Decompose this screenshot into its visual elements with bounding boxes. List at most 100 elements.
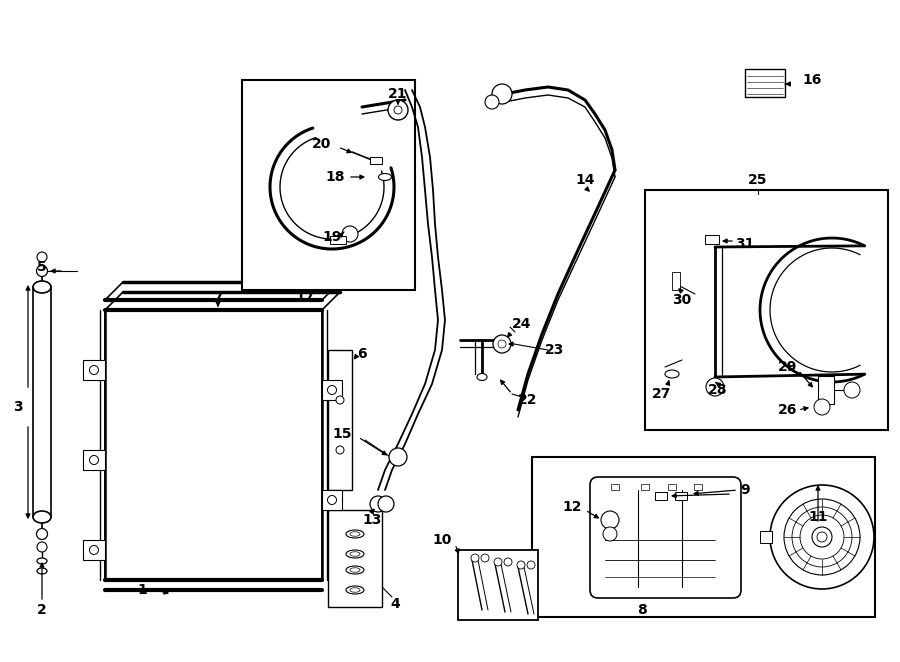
Circle shape	[37, 542, 47, 552]
Circle shape	[800, 515, 844, 559]
Text: 7: 7	[213, 290, 223, 304]
Circle shape	[814, 399, 830, 415]
Bar	[694, 484, 702, 490]
Circle shape	[493, 335, 511, 353]
Ellipse shape	[350, 568, 360, 572]
Ellipse shape	[37, 568, 47, 574]
Text: 31: 31	[735, 237, 755, 251]
Bar	[370, 157, 382, 164]
Text: 11: 11	[808, 510, 828, 524]
Circle shape	[328, 385, 337, 395]
Circle shape	[388, 100, 408, 120]
Bar	[83, 450, 105, 470]
Circle shape	[770, 485, 874, 589]
Bar	[328, 510, 382, 607]
Ellipse shape	[350, 588, 360, 592]
Bar	[83, 540, 105, 560]
Circle shape	[89, 455, 98, 465]
Bar	[532, 457, 875, 617]
Ellipse shape	[346, 550, 364, 558]
Circle shape	[336, 396, 344, 404]
Bar	[705, 235, 719, 244]
Text: 2: 2	[37, 603, 47, 617]
Circle shape	[37, 528, 48, 540]
Circle shape	[784, 499, 860, 575]
Ellipse shape	[346, 586, 364, 594]
Circle shape	[792, 507, 852, 567]
Circle shape	[378, 496, 394, 512]
Circle shape	[601, 511, 619, 529]
Circle shape	[706, 378, 724, 396]
Ellipse shape	[37, 558, 47, 564]
Bar	[83, 360, 105, 380]
Text: 15: 15	[332, 427, 352, 441]
Text: 10: 10	[432, 533, 452, 547]
Bar	[818, 376, 834, 404]
Text: 22: 22	[518, 393, 538, 407]
Circle shape	[389, 448, 407, 466]
Bar	[611, 484, 619, 490]
Circle shape	[603, 527, 617, 541]
Text: 27: 27	[652, 387, 671, 401]
Ellipse shape	[477, 373, 487, 381]
Ellipse shape	[665, 370, 679, 378]
Bar	[242, 80, 415, 290]
Bar	[330, 236, 346, 244]
Circle shape	[492, 84, 512, 104]
Circle shape	[342, 226, 358, 242]
Circle shape	[89, 545, 98, 555]
Circle shape	[494, 558, 502, 566]
Text: 4: 4	[390, 597, 400, 611]
Text: 20: 20	[312, 137, 332, 151]
Bar	[745, 69, 785, 97]
Circle shape	[89, 365, 98, 375]
Circle shape	[812, 527, 832, 547]
Ellipse shape	[346, 530, 364, 538]
Text: 8: 8	[637, 603, 647, 617]
Text: 30: 30	[672, 293, 691, 307]
Circle shape	[37, 252, 47, 262]
Bar	[322, 490, 342, 510]
Text: 13: 13	[363, 513, 382, 527]
Text: 29: 29	[778, 360, 797, 374]
Bar	[668, 484, 676, 490]
Ellipse shape	[379, 173, 392, 181]
Circle shape	[336, 446, 344, 454]
Circle shape	[37, 265, 48, 277]
Text: 6: 6	[357, 347, 367, 361]
Bar	[760, 531, 772, 543]
Text: 21: 21	[388, 87, 408, 101]
Circle shape	[498, 340, 506, 348]
Bar	[328, 350, 352, 490]
Bar	[458, 550, 538, 620]
Circle shape	[504, 558, 512, 566]
FancyBboxPatch shape	[590, 477, 741, 598]
Text: 9: 9	[740, 483, 750, 497]
Text: 12: 12	[562, 500, 581, 514]
Circle shape	[844, 382, 860, 398]
Text: 28: 28	[708, 383, 728, 397]
Bar	[105, 310, 322, 580]
Ellipse shape	[346, 566, 364, 574]
Text: 14: 14	[575, 173, 595, 187]
Circle shape	[527, 561, 535, 569]
Bar	[655, 492, 667, 500]
Circle shape	[394, 106, 402, 114]
Circle shape	[370, 496, 386, 512]
Text: 25: 25	[748, 173, 768, 187]
Bar	[322, 380, 342, 400]
Text: 16: 16	[802, 73, 822, 87]
Ellipse shape	[33, 511, 51, 523]
Text: 19: 19	[322, 230, 342, 244]
Circle shape	[328, 495, 337, 504]
Ellipse shape	[350, 532, 360, 536]
Text: 24: 24	[512, 317, 532, 331]
Circle shape	[471, 554, 479, 562]
Bar	[675, 492, 687, 500]
Text: 26: 26	[778, 403, 797, 417]
Circle shape	[485, 95, 499, 109]
Circle shape	[817, 532, 827, 542]
Text: 17: 17	[295, 290, 315, 304]
Ellipse shape	[33, 281, 51, 293]
Text: 23: 23	[545, 343, 564, 357]
